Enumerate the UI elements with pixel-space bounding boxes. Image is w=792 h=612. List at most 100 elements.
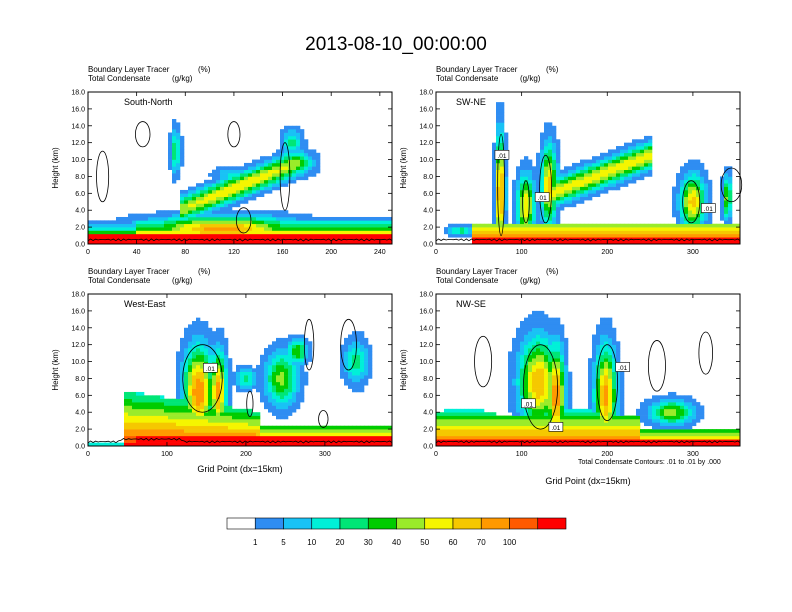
field-cell <box>536 344 541 349</box>
field-cell <box>316 230 321 235</box>
field-cell <box>552 129 557 133</box>
field-cell <box>576 412 581 416</box>
field-cell <box>224 196 229 201</box>
field-cell <box>112 227 117 231</box>
field-cell <box>232 435 237 440</box>
field-cell <box>556 193 561 198</box>
field-cell <box>156 213 161 218</box>
field-cell <box>496 435 501 440</box>
field-cell <box>216 425 221 430</box>
field-cell <box>568 412 573 416</box>
field-cell <box>252 385 257 389</box>
field-cell <box>324 425 329 430</box>
field-cell <box>632 237 637 241</box>
field-cell <box>176 132 181 137</box>
field-cell <box>528 176 533 181</box>
field-cell <box>212 216 217 221</box>
field-cell <box>580 223 585 228</box>
field-cell <box>168 227 173 231</box>
field-cell <box>128 213 133 218</box>
field-cell <box>260 233 265 238</box>
field-cell <box>520 358 525 362</box>
field-cell <box>644 227 649 231</box>
field-cell <box>216 220 221 225</box>
field-cell <box>188 358 193 362</box>
field-cell <box>356 371 361 376</box>
field-cell <box>584 179 589 184</box>
field-cell <box>480 418 485 423</box>
field-cell <box>464 442 469 447</box>
field-cell <box>456 422 461 427</box>
field-cell <box>556 223 561 228</box>
field-cell <box>644 173 649 177</box>
field-cell <box>168 139 173 143</box>
field-cell <box>296 223 301 228</box>
field-cell <box>444 227 449 231</box>
field-cell <box>540 391 545 396</box>
field-cell <box>168 149 173 154</box>
field-cell <box>176 408 181 413</box>
field-cell <box>560 237 565 241</box>
field-cell <box>376 220 381 225</box>
field-cell <box>532 358 537 362</box>
field-cell <box>176 378 181 383</box>
field-cell <box>532 240 537 245</box>
field-cell <box>528 237 533 241</box>
field-cell <box>700 216 705 221</box>
field-cell <box>504 169 509 174</box>
field-cell <box>464 227 469 231</box>
field-cell <box>304 348 309 352</box>
field-cell <box>636 166 641 170</box>
field-cell <box>132 220 137 225</box>
field-cell <box>252 159 257 164</box>
field-cell <box>280 169 285 174</box>
field-cell <box>260 230 265 235</box>
field-cell <box>528 327 533 332</box>
field-cell <box>140 442 145 447</box>
field-cell <box>528 324 533 329</box>
field-cell <box>528 341 533 345</box>
field-cell <box>552 176 557 181</box>
field-cell <box>180 206 185 211</box>
field-cell <box>528 321 533 325</box>
field-cell <box>496 230 501 235</box>
field-cell <box>480 230 485 235</box>
condensate-contour <box>279 142 291 211</box>
field-cell <box>272 240 277 245</box>
field-cell <box>556 412 561 416</box>
field-cell <box>592 402 597 406</box>
field-cell <box>272 412 277 416</box>
field-cell <box>360 432 365 437</box>
field-cell <box>176 135 181 140</box>
field-cell <box>728 240 733 245</box>
field-cell <box>128 412 133 416</box>
field-cell <box>284 408 289 413</box>
field-cell <box>184 216 189 221</box>
field-cell <box>148 435 153 440</box>
field-cell <box>516 200 521 204</box>
field-cell <box>236 375 241 379</box>
field-cell <box>540 173 545 177</box>
field-cell <box>556 152 561 157</box>
field-cell <box>556 176 561 181</box>
field-cell <box>356 233 361 238</box>
field-cell <box>688 210 693 214</box>
field-cell <box>540 418 545 423</box>
field-cell <box>540 166 545 170</box>
panel-header-name: Boundary Layer Tracer <box>88 267 170 276</box>
field-cell <box>564 227 569 231</box>
field-cell <box>184 213 189 218</box>
field-cell <box>600 388 605 393</box>
field-cell <box>572 425 577 430</box>
field-cell <box>704 176 709 181</box>
field-cell <box>128 415 133 420</box>
field-cell <box>284 233 289 238</box>
field-cell <box>536 358 541 362</box>
field-cell <box>368 371 373 376</box>
field-cell <box>492 152 497 157</box>
field-cell <box>548 125 553 130</box>
field-cell <box>352 331 357 335</box>
field-cell <box>268 375 273 379</box>
field-cell <box>156 405 161 410</box>
field-cell <box>600 189 605 194</box>
